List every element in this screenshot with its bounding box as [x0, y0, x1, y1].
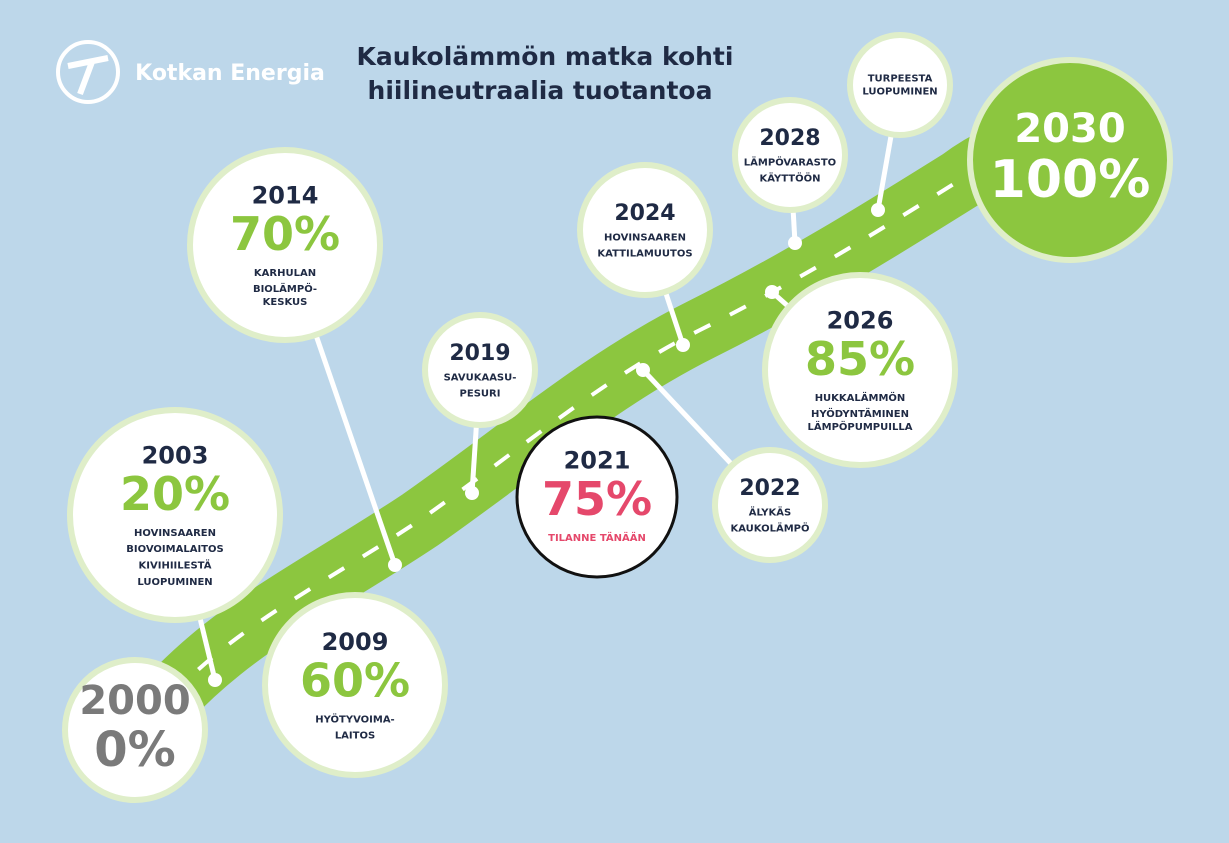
milestone-description: HOVINSAAREN: [134, 528, 216, 539]
milestone-circle: [422, 312, 538, 428]
milestone-percent: 0%: [94, 722, 176, 778]
pointer-dot: [388, 558, 402, 572]
title: Kaukolämmön matka kohti: [357, 42, 734, 71]
milestone-year: 2003: [142, 442, 209, 470]
milestone-circle: [187, 147, 383, 343]
logo: Kotkan Energia: [56, 40, 325, 104]
logo-mark: [67, 55, 109, 96]
milestone-percent: 75%: [542, 472, 652, 526]
milestone-description: HOVINSAAREN: [604, 233, 686, 244]
pointer-dot: [788, 236, 802, 250]
milestone-description: KIVIHIILESTÄ: [139, 558, 212, 572]
pointer-dot: [676, 338, 690, 352]
milestone-description: BIOVOIMALAITOS: [126, 544, 223, 555]
milestone-year: 2009: [322, 628, 389, 656]
road: [89, 99, 1111, 791]
milestone-description: HUKKALÄMMÖN: [815, 390, 906, 404]
milestone-year: 2019: [449, 341, 510, 366]
milestone-percent: 60%: [300, 654, 410, 708]
milestone-description: BIOLÄMPÖ-: [253, 281, 317, 295]
brand: Kotkan Energia: [135, 61, 325, 86]
milestone-description: SAVUKAASU-: [444, 373, 517, 384]
milestone-percent: 100%: [990, 150, 1151, 210]
milestone-description: LAITOS: [335, 731, 375, 742]
milestone-circle: [712, 447, 828, 563]
milestone-year: 2030: [1014, 106, 1125, 152]
logo-icon: [56, 40, 120, 104]
pointer-dot: [871, 203, 885, 217]
milestone-description: LÄMPÖVARASTO: [744, 155, 836, 169]
pointer-dot: [765, 285, 779, 299]
milestone-year: 2028: [759, 126, 820, 151]
milestone-description: HYÖTYVOIMA-: [315, 712, 394, 726]
milestone-description: HYÖDYNTÄMINEN: [811, 406, 909, 420]
milestone-circle: [847, 32, 953, 138]
milestone-description: PESURI: [460, 389, 501, 400]
milestone-description: KARHULAN: [254, 268, 316, 279]
pointer-dot: [208, 673, 222, 687]
milestone-percent: 85%: [805, 332, 915, 386]
milestone-circle: [262, 592, 448, 778]
pointer-dot: [636, 363, 650, 377]
milestone-circle: [62, 657, 208, 803]
milestone-circle: [762, 272, 958, 468]
milestone-description: TILANNE TÄNÄÄN: [548, 530, 646, 544]
milestone-circle: [967, 57, 1173, 263]
milestone-description: ÄLYKÄS: [749, 505, 792, 519]
milestone-year: 2021: [564, 447, 631, 475]
milestone-circle: [577, 162, 713, 298]
milestone-description: LUOPUMINEN: [862, 87, 937, 98]
milestone-year: 2000: [79, 678, 190, 724]
pointer-dot: [465, 486, 479, 500]
milestone-year: 2026: [827, 307, 894, 335]
milestone-description: TURPEESTA: [868, 74, 933, 85]
milestone-description: KATTILAMUUTOS: [597, 249, 692, 260]
milestone-description: KESKUS: [263, 297, 308, 308]
title: hiilineutraalia tuotantoa: [368, 76, 713, 105]
milestone-description: LÄMPÖPUMPUILLA: [808, 419, 913, 433]
milestone-year: 2022: [739, 476, 800, 501]
milestone-percent: 70%: [230, 207, 340, 261]
milestone-description: KAUKOLÄMPÖ: [731, 521, 810, 535]
milestone-description: KÄYTTÖÖN: [759, 171, 820, 185]
milestone-percent: 20%: [120, 467, 230, 521]
milestone-year: 2014: [252, 182, 319, 210]
milestone-description: LUOPUMINEN: [137, 577, 212, 588]
milestone-circle: [67, 407, 283, 623]
milestone-year: 2024: [614, 201, 675, 226]
milestone-circle: [515, 415, 679, 579]
milestone-circle: [732, 97, 848, 213]
